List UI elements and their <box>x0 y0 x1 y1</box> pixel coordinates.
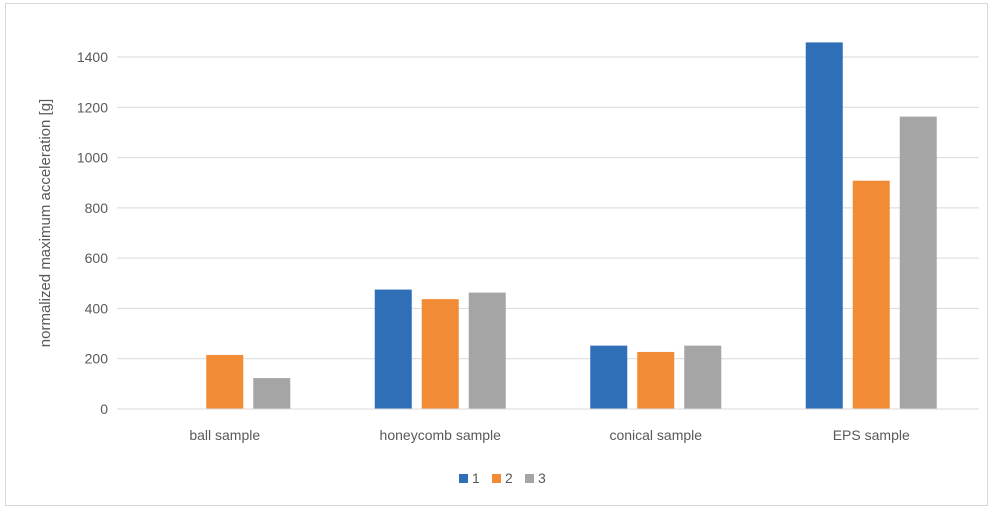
bar-honeycomb-sample-series-1 <box>374 289 412 409</box>
bar-ball-sample-series-3 <box>253 378 291 409</box>
x-tick-label: conical sample <box>609 427 702 443</box>
x-tick-label: EPS sample <box>833 427 910 443</box>
x-tick-label: ball sample <box>189 427 260 443</box>
legend-swatch-3 <box>525 474 534 483</box>
legend: 1 2 3 <box>459 470 546 486</box>
legend-label: 1 <box>472 470 480 486</box>
y-tick-label: 1400 <box>77 49 108 65</box>
y-axis-ticks: 0 200 400 600 800 1000 1200 1400 <box>77 49 108 417</box>
bar-ball-sample-series-2 <box>206 354 244 409</box>
gridlines <box>117 56 979 360</box>
bar-honeycomb-sample-series-2 <box>421 299 459 409</box>
bar-EPS-sample-series-1 <box>805 42 843 409</box>
y-axis-label: normalized maximum acceleration [g] <box>37 99 54 347</box>
legend-swatch-2 <box>492 474 501 483</box>
y-tick-label: 1000 <box>77 150 108 166</box>
y-tick-label: 800 <box>85 200 109 216</box>
y-tick-label: 1200 <box>77 99 108 115</box>
legend-label: 2 <box>505 470 513 486</box>
x-axis-ticks: ball sample honeycomb sample conical sampl… <box>189 427 910 443</box>
bar-EPS-sample-series-2 <box>852 180 890 409</box>
bar-conical-sample-series-1 <box>590 345 628 409</box>
bar-conical-sample-series-3 <box>684 345 722 409</box>
legend-swatch-1 <box>459 474 468 483</box>
bars <box>206 42 937 410</box>
y-tick-label: 400 <box>85 300 109 316</box>
y-tick-label: 600 <box>85 250 109 266</box>
x-tick-label: honeycomb sample <box>380 427 502 443</box>
bar-EPS-sample-series-3 <box>899 116 937 410</box>
legend-label: 3 <box>538 470 546 486</box>
y-tick-label: 0 <box>100 401 108 417</box>
bar-honeycomb-sample-series-3 <box>468 292 506 409</box>
y-tick-label: 200 <box>85 351 109 367</box>
bar-conical-sample-series-2 <box>637 351 675 409</box>
